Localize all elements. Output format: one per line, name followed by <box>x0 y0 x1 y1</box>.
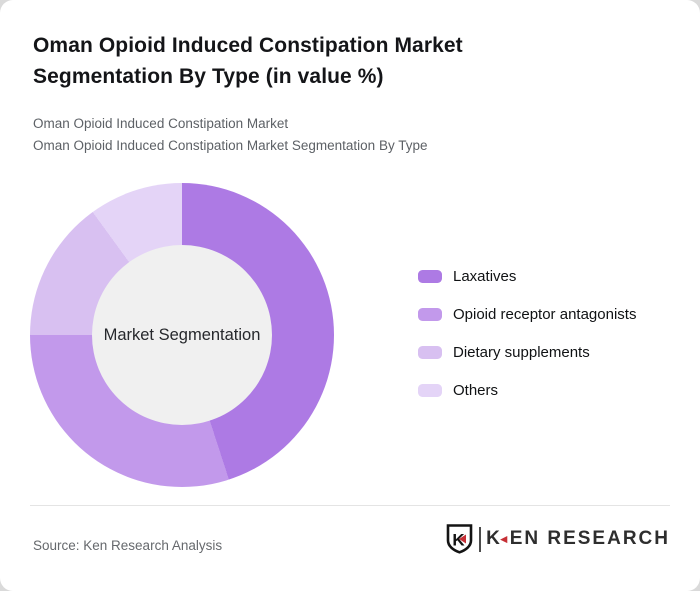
brand-wordmark-rest: EN RESEARCH <box>509 528 670 549</box>
page-title-line2: Segmentation By Type (in value %) <box>33 65 384 88</box>
legend-swatch <box>418 307 442 321</box>
shield-k-icon: K <box>446 524 473 554</box>
chart-legend: Laxatives Opioid receptor antagonists Di… <box>418 267 637 399</box>
brand-wordmark-k: K <box>486 528 502 549</box>
legend-swatch <box>418 345 442 359</box>
ken-research-logo: K K ◄ EN RESEARCH <box>446 524 670 554</box>
legend-label: Laxatives <box>453 267 517 285</box>
svg-text:K: K <box>452 531 465 550</box>
brand-wordmark: K ◄ EN RESEARCH <box>486 528 670 550</box>
legend-swatch <box>418 269 442 283</box>
donut-hole: Market Segmentation <box>92 245 272 425</box>
chart-subtitle-line1: Oman Opioid Induced Constipation Market <box>33 116 289 131</box>
red-triangle-icon: ◄ <box>497 532 510 546</box>
logo-separator <box>479 526 482 552</box>
chart-subtitle-line2: Oman Opioid Induced Constipation Market … <box>33 137 428 153</box>
donut-chart: Market Segmentation <box>30 183 334 487</box>
footer-divider <box>30 505 670 506</box>
page-title: Oman Opioid Induced Constipation Market … <box>33 30 463 92</box>
legend-label: Dietary supplements <box>453 343 590 361</box>
source-text: Source: Ken Research Analysis <box>33 538 223 553</box>
legend-item-laxatives: Laxatives <box>418 267 636 285</box>
chart-subtitle: Oman Opioid Induced Constipation Market … <box>33 113 427 156</box>
legend-label: Opioid receptor antagonists <box>453 305 637 323</box>
legend-label: Others <box>453 381 499 399</box>
legend-swatch <box>418 383 442 397</box>
page-title-line1: Oman Opioid Induced Constipation Market <box>33 34 463 57</box>
legend-item-others: Others <box>418 381 636 399</box>
legend-item-dietary-supplements: Dietary supplements <box>418 343 636 361</box>
legend-item-opioid-receptor-antagonists: Opioid receptor antagonists <box>418 305 637 323</box>
donut-center-label: Market Segmentation <box>103 325 261 344</box>
